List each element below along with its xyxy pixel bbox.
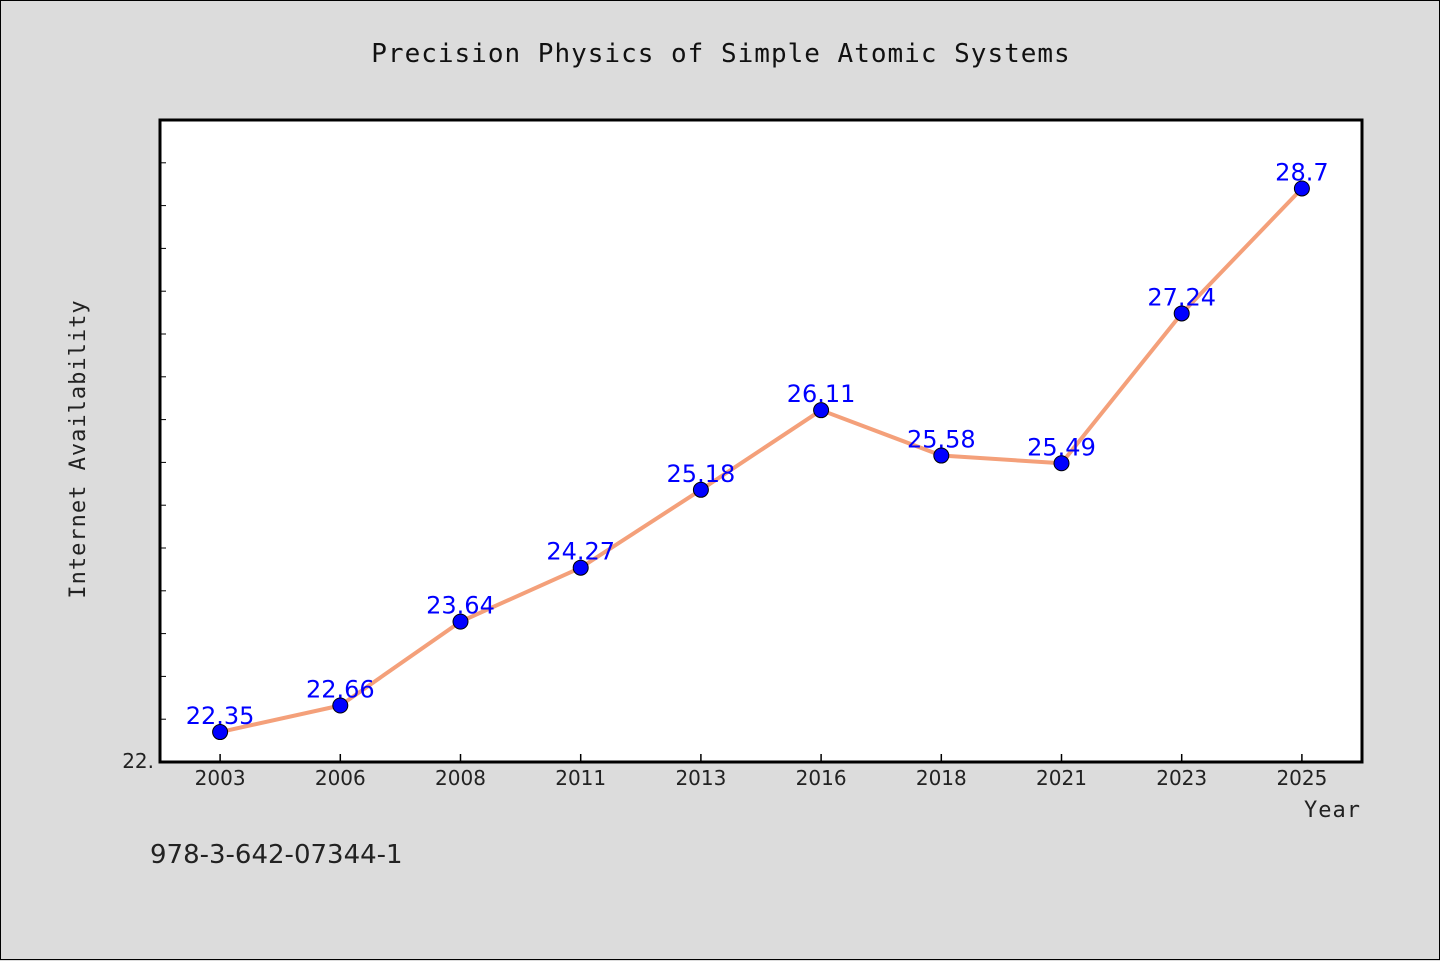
data-label: 22.66 — [306, 676, 375, 704]
x-axis-title: Year — [1304, 798, 1361, 823]
x-tick-label: 2011 — [555, 766, 606, 790]
x-tick-label: 2025 — [1276, 766, 1327, 790]
x-axis-ticks: 2003 2006 2008 2011 2013 2016 2018 2021 2023 2025 — [195, 754, 1327, 790]
data-label: 28.7 — [1275, 158, 1328, 186]
isbn-text: 978-3-642-07344-1 — [150, 840, 403, 870]
x-tick-label: 2006 — [315, 766, 366, 790]
data-point — [692, 481, 709, 498]
marker-group — [212, 180, 1310, 741]
plot-area — [158, 118, 1364, 764]
data-label: 25.18 — [667, 460, 736, 488]
data-label: 24.27 — [546, 538, 615, 566]
x-tick-label: 2008 — [435, 766, 486, 790]
data-point — [212, 724, 229, 741]
data-point — [452, 613, 469, 630]
y-axis-title: Internet Availability — [66, 299, 91, 598]
data-label-group: 22.35 22.66 23.64 24.27 25.18 26.11 25.58 25.49… — [186, 158, 1329, 730]
x-tick-label: 2013 — [675, 766, 726, 790]
x-tick-label: 2021 — [1036, 766, 1087, 790]
y-axis-ticks — [160, 162, 166, 720]
x-tick-label: 2003 — [195, 766, 246, 790]
data-point — [572, 559, 589, 576]
data-point — [332, 697, 349, 714]
data-label: 27.24 — [1147, 283, 1216, 311]
x-tick-label: 2016 — [796, 766, 847, 790]
data-label: 23.64 — [426, 592, 495, 620]
data-label: 25.49 — [1027, 433, 1096, 461]
data-label: 26.11 — [787, 380, 856, 408]
data-point — [813, 402, 830, 419]
series-line — [218, 186, 1304, 735]
data-point — [1293, 180, 1310, 197]
chart-title: Precision Physics of Simple Atomic Syste… — [371, 39, 1070, 69]
x-tick-label: 2018 — [916, 766, 967, 790]
data-label: 25.58 — [907, 426, 976, 454]
series-line-group — [218, 186, 1304, 735]
data-label: 22.35 — [186, 702, 255, 730]
y-tick-label: 22. — [122, 749, 154, 773]
x-tick-label: 2023 — [1156, 766, 1207, 790]
data-point — [1053, 455, 1070, 472]
data-point — [933, 447, 950, 464]
data-point — [1173, 305, 1190, 322]
